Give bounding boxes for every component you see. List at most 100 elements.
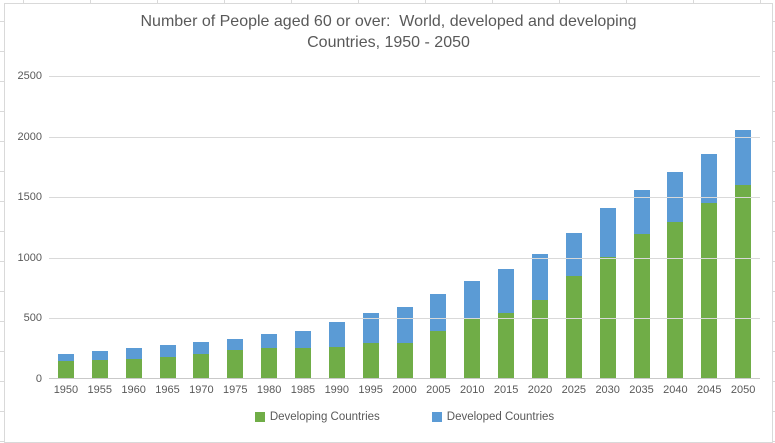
bar-1990-developing-countries-segment[interactable] <box>328 346 345 378</box>
bar-2005-developed-countries-segment[interactable] <box>430 293 447 331</box>
bar-2000-developed-countries-segment[interactable] <box>396 306 413 343</box>
legend-label-developed-countries: Developed Countries <box>446 411 555 423</box>
y-axis-label-1500: 1500 <box>17 191 42 204</box>
x-axis-label-2015: 2015 <box>493 384 519 396</box>
bar-stack-2000 <box>396 306 413 378</box>
bar-2050-developing-countries-segment[interactable] <box>735 185 752 378</box>
bar-2025-developing-countries-segment[interactable] <box>565 276 582 378</box>
worksheet-gridline-stubs-right <box>773 0 775 443</box>
bar-1975-developed-countries-segment[interactable] <box>227 338 244 351</box>
bar-2040-developing-countries-segment[interactable] <box>667 221 684 378</box>
bar-1975 <box>218 75 252 378</box>
bar-2045-developing-countries-segment[interactable] <box>701 202 718 378</box>
bar-2005-developing-countries-segment[interactable] <box>430 330 447 378</box>
x-axis-label-1955: 1955 <box>87 384 113 396</box>
bar-1955 <box>83 75 117 378</box>
bar-2025-developed-countries-segment[interactable] <box>565 232 582 277</box>
bar-1950-developing-countries-segment[interactable] <box>57 361 74 378</box>
gridline-1000 <box>49 257 760 259</box>
bar-2035-developed-countries-segment[interactable] <box>633 190 650 234</box>
x-axis-label-1975: 1975 <box>222 384 248 396</box>
worksheet-gridline-stubs-left <box>0 0 4 443</box>
gridline-500 <box>49 318 760 320</box>
developing-countries-swatch-icon <box>254 412 265 422</box>
bar-1970-developing-countries-segment[interactable] <box>193 354 210 378</box>
bar-2045-developed-countries-segment[interactable] <box>701 154 718 203</box>
x-axis-label-1950: 1950 <box>53 384 79 396</box>
bar-2020-developing-countries-segment[interactable] <box>531 300 548 378</box>
y-axis-label-500: 500 <box>23 312 42 325</box>
y-axis-label-2000: 2000 <box>17 130 42 143</box>
x-axis[interactable]: 1950 1955 1960 1965 1970 1975 1980 1985 1990 1995… <box>49 384 760 396</box>
x-axis-label-1980: 1980 <box>256 384 282 396</box>
chart-title[interactable]: Number of People aged 60 or over: World,… <box>5 11 772 53</box>
bar-2050-developed-countries-segment[interactable] <box>735 129 752 186</box>
gridline-2000 <box>49 136 760 138</box>
bar-stack-1950 <box>57 353 74 378</box>
bar-2030-developed-countries-segment[interactable] <box>599 208 616 257</box>
bar-2040-developed-countries-segment[interactable] <box>667 171 684 222</box>
bar-2010-developed-countries-segment[interactable] <box>464 281 481 319</box>
bar-stack-2050 <box>735 129 752 378</box>
x-axis-label-2020: 2020 <box>527 384 553 396</box>
x-axis-label-1960: 1960 <box>121 384 146 396</box>
bar-1965 <box>151 75 185 378</box>
bar-1980 <box>252 75 286 378</box>
bar-1990-developed-countries-segment[interactable] <box>328 321 345 347</box>
bar-stack-1970 <box>193 342 210 378</box>
bar-2015-developing-countries-segment[interactable] <box>498 313 515 378</box>
bar-2015-developed-countries-segment[interactable] <box>498 268 515 314</box>
bar-stack-2035 <box>633 190 650 378</box>
bar-2030-developing-countries-segment[interactable] <box>599 256 616 378</box>
bar-1970-developed-countries-segment[interactable] <box>193 342 210 355</box>
bar-stack-1985 <box>294 330 311 378</box>
bar-1965-developing-countries-segment[interactable] <box>159 357 176 378</box>
legend-item-developing-countries[interactable]: Developing Countries <box>254 411 380 423</box>
bar-2020-developed-countries-segment[interactable] <box>531 254 548 301</box>
bar-1950-developed-countries-segment[interactable] <box>57 353 74 362</box>
bar-1980-developing-countries-segment[interactable] <box>261 348 278 378</box>
bar-stack-2040 <box>667 171 684 378</box>
bar-1980-developed-countries-segment[interactable] <box>261 334 278 349</box>
bar-1995-developed-countries-segment[interactable] <box>362 312 379 344</box>
bar-2030 <box>591 75 625 378</box>
x-axis-label-2040: 2040 <box>663 384 688 396</box>
x-axis-label-2045: 2045 <box>697 384 722 396</box>
chart-title-line1: Number of People aged 60 or over: World,… <box>140 13 637 30</box>
bar-1960-developing-countries-segment[interactable] <box>125 358 142 378</box>
bar-1960-developed-countries-segment[interactable] <box>125 347 142 359</box>
x-axis-label-1990: 1990 <box>324 384 350 396</box>
bar-1985-developed-countries-segment[interactable] <box>294 330 311 348</box>
x-axis-label-2000: 2000 <box>392 384 417 396</box>
bar-series-container <box>49 75 760 378</box>
bar-1985 <box>286 75 320 378</box>
chart-area[interactable]: Number of People aged 60 or over: World,… <box>4 3 773 443</box>
bar-1965-developed-countries-segment[interactable] <box>159 345 176 358</box>
developed-countries-swatch-icon <box>431 412 442 422</box>
bar-2035-developing-countries-segment[interactable] <box>633 233 650 378</box>
bar-stack-1965 <box>159 345 176 378</box>
bar-1950 <box>49 75 83 378</box>
y-axis-label-0: 0 <box>35 373 42 385</box>
y-axis-label-2500: 2500 <box>17 70 42 82</box>
bar-1955-developed-countries-segment[interactable] <box>91 350 108 360</box>
bar-stack-1955 <box>91 350 108 378</box>
bar-stack-2005 <box>430 293 447 378</box>
bar-1955-developing-countries-segment[interactable] <box>91 359 108 378</box>
bar-1975-developing-countries-segment[interactable] <box>227 350 244 378</box>
x-axis-label-1985: 1985 <box>290 384 316 396</box>
bar-1970 <box>184 75 218 378</box>
x-axis-label-2050: 2050 <box>730 384 756 396</box>
bar-1990 <box>320 75 354 378</box>
legend-item-developed-countries[interactable]: Developed Countries <box>431 411 555 423</box>
bar-2010-developing-countries-segment[interactable] <box>464 318 481 378</box>
plot-area[interactable] <box>49 76 760 379</box>
bar-2005 <box>421 75 455 378</box>
x-axis-label-2035: 2035 <box>629 384 654 396</box>
bar-1985-developing-countries-segment[interactable] <box>294 347 311 378</box>
bar-1995-developing-countries-segment[interactable] <box>362 343 379 378</box>
bar-1960 <box>117 75 151 378</box>
chart-title-line2: Countries, 1950 - 2050 <box>307 34 470 51</box>
bar-2000-developing-countries-segment[interactable] <box>396 342 413 378</box>
